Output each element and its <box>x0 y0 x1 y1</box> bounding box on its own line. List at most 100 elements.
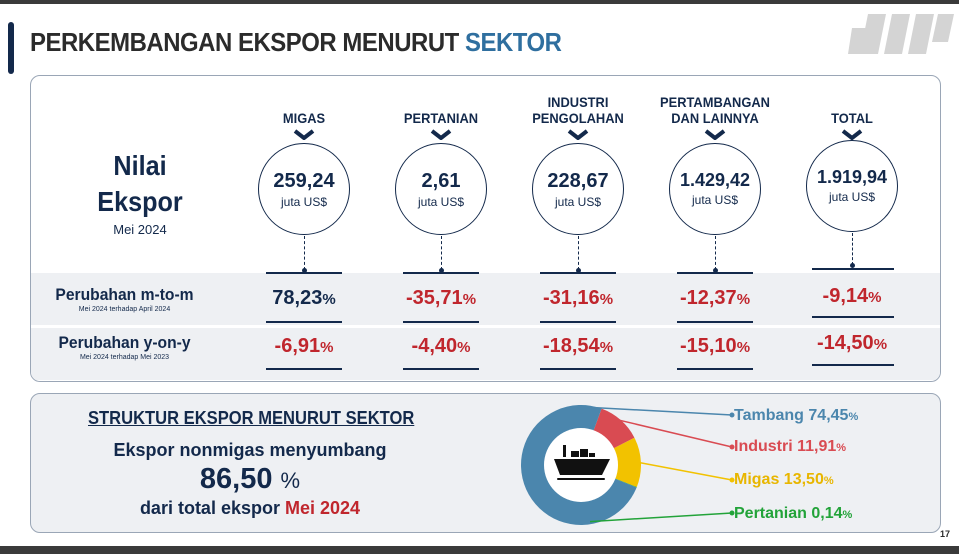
yoy-value-pertambangan: -15,10% <box>640 335 790 358</box>
mtm-percent-pertanian: % <box>462 291 477 308</box>
structure-line3-prefix: dari total ekspor <box>139 498 280 518</box>
mtm-value-industri: -31,16% <box>503 287 653 310</box>
chevron-down-icon <box>430 129 452 140</box>
yoy-percent-industri: % <box>599 339 614 356</box>
yoy-number-migas: -6,91 <box>274 335 321 357</box>
mtm-row-band <box>31 273 940 325</box>
yoy-number-industri: -18,54 <box>542 335 600 357</box>
chevron-down-icon <box>841 129 863 140</box>
mtm-value-migas: 78,23% <box>229 287 379 310</box>
mtm-number-migas: 78,23 <box>272 287 323 309</box>
leader-line-tambang <box>590 406 733 416</box>
legend-industri-value: 11,91 <box>797 438 837 455</box>
sector-unit-total: juta US$ <box>828 190 876 204</box>
sector-value-circle-pertanian: 2,61 juta US$ <box>395 143 487 235</box>
connector-dot-pertambangan <box>713 268 718 273</box>
separator-line-pertanian-mid <box>403 321 479 323</box>
yoy-value-migas: -6,91% <box>229 335 379 358</box>
nilai-title-line2: Ekspor <box>97 186 183 217</box>
sector-column-total: TOTAL <box>777 86 927 142</box>
sector-donut-chart <box>521 405 641 525</box>
structure-value-percent: % <box>280 468 301 493</box>
legend-leader-lines <box>590 406 735 523</box>
mtm-row-label: Perubahan m-to-m Mei 2024 terhadap April… <box>32 285 217 313</box>
sector-header-pertanian: PERTANIAN <box>372 86 510 126</box>
chevron-down-icon <box>293 129 315 140</box>
bps-logo-icon <box>848 14 954 54</box>
separator-line-total <box>812 268 894 270</box>
sector-header-total: TOTAL <box>783 86 921 126</box>
separator-line-pertanian-bottom <box>403 368 479 370</box>
nilai-period: Mei 2024 <box>113 222 167 237</box>
separator-line-migas-bottom <box>266 368 342 370</box>
mtm-percent-total: % <box>868 289 882 306</box>
legend-pertanian-value: 0,14 <box>811 505 843 522</box>
leader-dot-migas <box>729 477 735 483</box>
separator-line-total-mid <box>812 316 894 318</box>
connector-dot-total <box>850 263 855 268</box>
nilai-title-line1: Nilai <box>113 150 167 181</box>
sector-value-pertanian: 2,61 <box>421 170 461 192</box>
connector-stem-industri <box>578 236 579 270</box>
connector-dot-industri <box>576 268 581 273</box>
sector-value-pertambangan: 1.429,42 <box>679 170 751 190</box>
mtm-number-pertanian: -35,71 <box>405 287 463 309</box>
export-value-panel <box>30 75 941 382</box>
sector-unit-migas: juta US$ <box>280 195 328 209</box>
separator-line-total-bottom <box>812 364 894 366</box>
leader-line-migas <box>636 461 733 481</box>
sector-value-circle-total: 1.919,94 juta US$ <box>806 140 898 232</box>
mtm-number-total: -9,14 <box>822 285 869 307</box>
sector-column-migas: MIGAS <box>229 86 379 142</box>
structure-value-number: 86,50 <box>199 463 273 495</box>
sector-column-industri: INDUSTRI PENGOLAHAN <box>503 86 653 142</box>
page-number: 17 <box>940 529 951 539</box>
mtm-label: Perubahan m-to-m <box>55 285 194 304</box>
sector-name-pertambangan-line1: PERTAMBANGAN <box>660 94 770 110</box>
legend-pertanian-label: Pertanian <box>734 505 807 522</box>
yoy-value-total: -14,50% <box>777 332 927 355</box>
separator-line-migas-mid <box>266 321 342 323</box>
separator-line-industri-bottom <box>540 368 616 370</box>
legend-pertanian: Pertanian 0,14% <box>734 505 852 523</box>
yoy-sublabel: Mei 2024 terhadap Mei 2023 <box>79 354 170 361</box>
yoy-percent-total: % <box>873 336 888 353</box>
export-structure-panel <box>30 393 941 533</box>
separator-line-pertambangan <box>677 272 753 274</box>
sector-name-industri-line1: INDUSTRI <box>547 94 609 110</box>
sector-unit-pertambangan: juta US$ <box>691 193 739 207</box>
yoy-value-pertanian: -4,40% <box>366 335 516 358</box>
legend-industri-label: Industri <box>734 438 793 455</box>
yoy-row-band <box>31 328 940 380</box>
sector-name-pertanian: PERTANIAN <box>403 110 479 126</box>
page-title: PERKEMBANGAN EKSPOR MENURUT SEKTOR <box>30 27 562 58</box>
page-title-main: PERKEMBANGAN EKSPOR MENURUT <box>30 27 459 57</box>
yoy-value-industri: -18,54% <box>503 335 653 358</box>
sector-value-circle-industri: 228,67 juta US$ <box>532 143 624 235</box>
sector-value-circle-pertambangan: 1.429,42 juta US$ <box>669 143 761 235</box>
legend-tambang-label: Tambang <box>734 407 804 424</box>
yoy-row-label: Perubahan y-on-y Mei 2024 terhadap Mei 2… <box>32 333 217 361</box>
sector-column-pertambangan: PERTAMBANGAN DAN LAINNYA <box>640 86 790 142</box>
legend-industri: Industri 11,91% <box>734 438 846 456</box>
separator-line-migas <box>266 272 342 274</box>
legend-tambang-percent: % <box>848 411 859 423</box>
bottom-rule <box>0 546 959 554</box>
sector-value-industri: 228,67 <box>547 170 609 192</box>
sector-header-industri: INDUSTRI PENGOLAHAN <box>509 86 647 126</box>
title-accent-bar <box>8 22 14 74</box>
connector-dot-pertanian <box>439 268 444 273</box>
yoy-number-pertanian: -4,40 <box>411 335 458 357</box>
connector-stem-migas <box>304 236 305 270</box>
leader-dot-tambang <box>729 412 735 418</box>
structure-value: 86,50 % <box>110 463 390 496</box>
sector-value-circle-migas: 259,24 juta US$ <box>258 143 350 235</box>
structure-line1: Ekspor nonmigas menyumbang <box>113 440 387 460</box>
separator-line-pertambangan-mid <box>677 321 753 323</box>
connector-dot-migas <box>302 268 307 273</box>
mtm-percent-pertambangan: % <box>736 291 751 308</box>
yoy-number-total: -14,50 <box>816 332 874 354</box>
structure-line3: dari total ekspor Mei 2024 <box>110 498 390 519</box>
sector-name-pertambangan-line2: DAN LAINNYA <box>671 110 759 126</box>
top-rule <box>0 0 959 4</box>
